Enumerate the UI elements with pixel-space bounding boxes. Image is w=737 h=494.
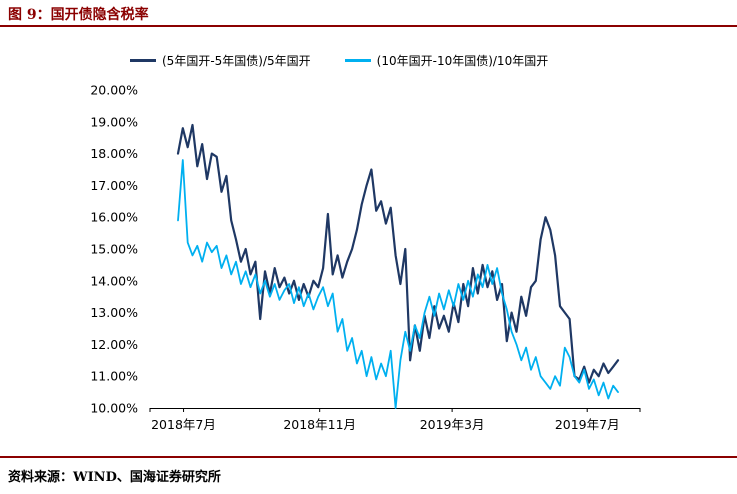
- y-axis-label: 13.00%: [90, 305, 138, 320]
- x-axis-label: 2018年11月: [283, 417, 356, 432]
- legend-line-5y: [130, 59, 156, 62]
- y-axis-label: 17.00%: [90, 178, 138, 193]
- x-axis-label: 2019年3月: [420, 417, 485, 432]
- legend-label-10y: (10年国开-10年国债)/10年国开: [376, 54, 549, 68]
- footer-divider: [0, 456, 737, 458]
- legend-line-10y: [344, 59, 371, 62]
- x-axis-label: 2019年7月: [555, 417, 620, 432]
- source-note: 资料来源：WIND、国海证券研究所: [8, 470, 221, 485]
- y-axis-label: 20.00%: [90, 83, 138, 98]
- y-axis-label: 19.00%: [90, 114, 138, 129]
- title-divider: [0, 25, 737, 27]
- y-axis-label: 10.00%: [90, 401, 138, 416]
- series-line-5y: [176, 123, 620, 384]
- y-axis-label: 11.00%: [90, 369, 138, 384]
- legend-item-5y: (5年国开-5年国债)/5年国开: [130, 52, 311, 69]
- y-axis-label: 12.00%: [90, 337, 138, 352]
- y-axis-label: 15.00%: [90, 242, 138, 257]
- y-axis-label: 18.00%: [90, 146, 138, 161]
- y-axis-label: 14.00%: [90, 273, 138, 288]
- legend-label-5y: (5年国开-5年国债)/5年国开: [162, 54, 311, 68]
- chart-legend: (5年国开-5年国债)/5年国开 (10年国开-10年国债)/10年国开: [130, 52, 548, 69]
- x-axis-label: 2018年7月: [151, 417, 216, 432]
- series-line-10y: [177, 159, 619, 409]
- figure-title: 图 9：国开债隐含税率: [8, 7, 149, 23]
- legend-item-10y: (10年国开-10年国债)/10年国开: [344, 52, 549, 69]
- y-axis-label: 16.00%: [90, 210, 138, 225]
